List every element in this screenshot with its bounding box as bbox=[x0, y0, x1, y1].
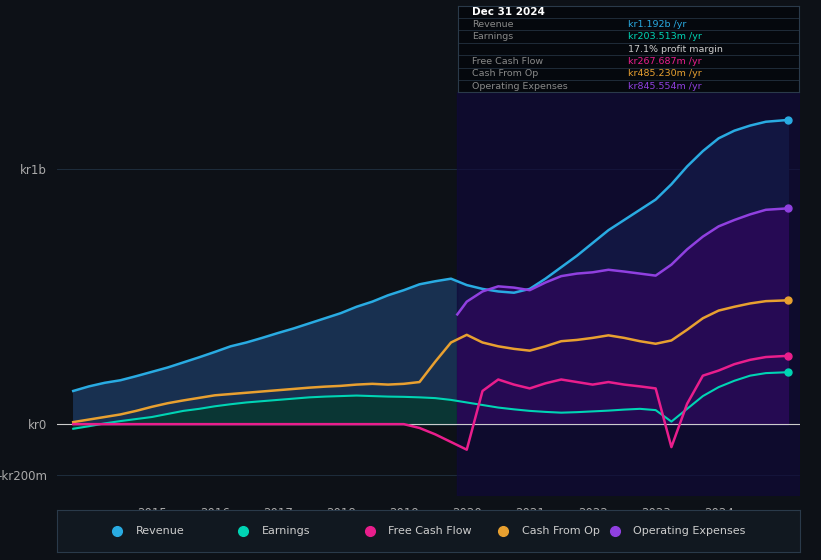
Text: Free Cash Flow: Free Cash Flow bbox=[388, 526, 472, 535]
Text: Operating Expenses: Operating Expenses bbox=[633, 526, 745, 535]
Text: 17.1% profit margin: 17.1% profit margin bbox=[629, 44, 723, 54]
Text: kr267.687m /yr: kr267.687m /yr bbox=[629, 57, 702, 66]
Text: Earnings: Earnings bbox=[472, 32, 513, 41]
Text: kr485.230m /yr: kr485.230m /yr bbox=[629, 69, 702, 78]
Text: Cash From Op: Cash From Op bbox=[522, 526, 599, 535]
Text: Revenue: Revenue bbox=[135, 526, 184, 535]
Text: Revenue: Revenue bbox=[472, 20, 513, 29]
Bar bbox=[457, 92, 800, 496]
Text: Cash From Op: Cash From Op bbox=[472, 69, 538, 78]
Text: kr203.513m /yr: kr203.513m /yr bbox=[629, 32, 702, 41]
Text: Dec 31 2024: Dec 31 2024 bbox=[472, 7, 544, 17]
Text: Earnings: Earnings bbox=[262, 526, 310, 535]
Text: kr1.192b /yr: kr1.192b /yr bbox=[629, 20, 687, 29]
Text: Operating Expenses: Operating Expenses bbox=[472, 82, 567, 91]
Text: Free Cash Flow: Free Cash Flow bbox=[472, 57, 543, 66]
Text: kr845.554m /yr: kr845.554m /yr bbox=[629, 82, 702, 91]
